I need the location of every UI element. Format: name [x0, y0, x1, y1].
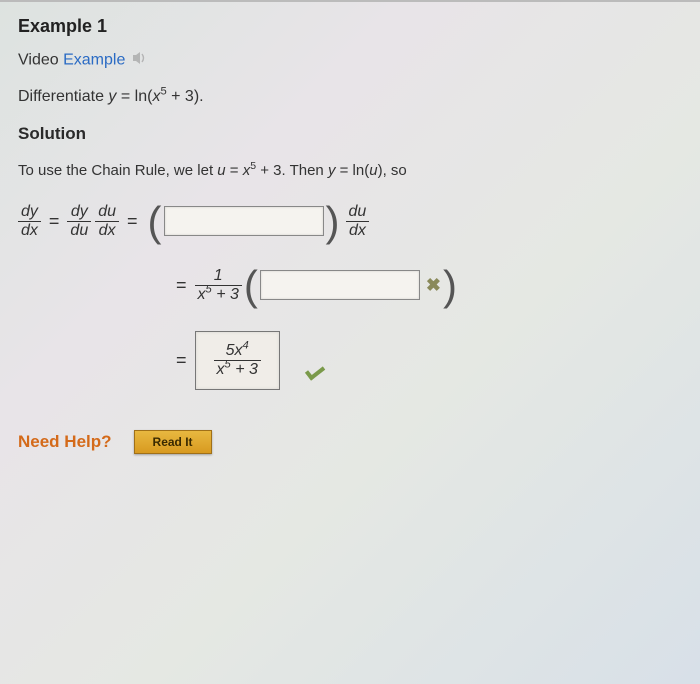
- den-rest: + 3: [231, 361, 258, 378]
- example-panel: Example 1 Video Example Differentiate y …: [0, 0, 700, 468]
- u-var: u: [217, 162, 225, 179]
- sound-icon[interactable]: [132, 51, 148, 70]
- dx-den-2: dx: [95, 222, 119, 240]
- equation-row-1: dy dx = dy du du dx = ( ) du dx: [18, 203, 682, 239]
- chain-mid: + 3. Then: [260, 162, 328, 179]
- rparen-2: ): [441, 273, 459, 298]
- one-num: 1: [195, 267, 242, 286]
- chain-rule-text: To use the Chain Rule, we let u = x5 + 3…: [18, 162, 682, 179]
- video-line: Video Example: [18, 51, 682, 70]
- lparen-1: (: [146, 209, 164, 234]
- final-frac: 5x4 x5 + 3: [214, 342, 261, 378]
- final-num: 5x4: [214, 342, 261, 361]
- eq-1a: =: [49, 211, 60, 232]
- plus3-den: + 3: [212, 286, 239, 303]
- final-den: x5 + 3: [214, 361, 261, 379]
- du-den: du: [67, 222, 91, 240]
- eq-1b: =: [127, 211, 138, 232]
- plus-3-close: + 3).: [167, 88, 204, 105]
- du-dx-frac: du dx: [95, 203, 119, 239]
- eq-3: =: [176, 350, 187, 371]
- dy-num: dy: [18, 203, 41, 222]
- problem-statement: Differentiate y = ln(x5 + 3).: [18, 88, 682, 106]
- y-var-2: y: [328, 162, 336, 179]
- ln-open: ln(: [135, 88, 153, 105]
- u-var-2: u: [369, 162, 377, 179]
- eq-2: =: [176, 275, 187, 296]
- answer-input-1[interactable]: [164, 206, 324, 236]
- x5p3-den: x5 + 3: [195, 286, 242, 304]
- video-example-link[interactable]: Example: [63, 52, 125, 69]
- read-it-button[interactable]: Read It: [134, 430, 212, 454]
- dy-du-frac: dy du: [67, 203, 91, 239]
- final-answer-box: 5x4 x5 + 3: [195, 331, 280, 389]
- solution-heading: Solution: [18, 124, 682, 144]
- equals-sign: =: [121, 88, 135, 105]
- chain-post: ), so: [378, 162, 407, 179]
- need-help-row: Need Help? Read It: [18, 430, 682, 454]
- dx-den-3: dx: [346, 222, 370, 240]
- y-var: y: [108, 88, 116, 105]
- eq1: =: [230, 162, 243, 179]
- answer-input-2[interactable]: [260, 270, 420, 300]
- du-num-2: du: [346, 203, 370, 222]
- du-dx-frac-2: du dx: [346, 203, 370, 239]
- x-exp-2: 5: [250, 160, 256, 172]
- equation-row-3: = 5x4 x5 + 3: [18, 331, 682, 389]
- num-x: x: [235, 342, 243, 359]
- num-exp: 4: [243, 340, 249, 352]
- lparen-2: (: [242, 273, 260, 298]
- dy-dx-frac: dy dx: [18, 203, 41, 239]
- example-title: Example 1: [18, 16, 682, 37]
- video-prefix: Video: [18, 52, 59, 69]
- diff-prefix: Differentiate: [18, 88, 108, 105]
- den-x: x: [217, 361, 225, 378]
- lnu-open: = ln(: [340, 162, 370, 179]
- equation-row-2: = 1 x5 + 3 ( ✖ ): [18, 267, 682, 303]
- x-den: x: [198, 286, 206, 303]
- coef-5: 5: [226, 342, 235, 359]
- dy-num-2: dy: [67, 203, 91, 222]
- dx-den: dx: [18, 222, 41, 240]
- need-help-label: Need Help?: [18, 432, 112, 452]
- chain-pre: To use the Chain Rule, we let: [18, 162, 217, 179]
- correct-icon: [308, 362, 329, 383]
- du-num: du: [95, 203, 119, 222]
- wrong-icon: ✖: [426, 275, 441, 296]
- one-over-x5p3: 1 x5 + 3: [195, 267, 242, 303]
- rparen-1: ): [324, 209, 342, 234]
